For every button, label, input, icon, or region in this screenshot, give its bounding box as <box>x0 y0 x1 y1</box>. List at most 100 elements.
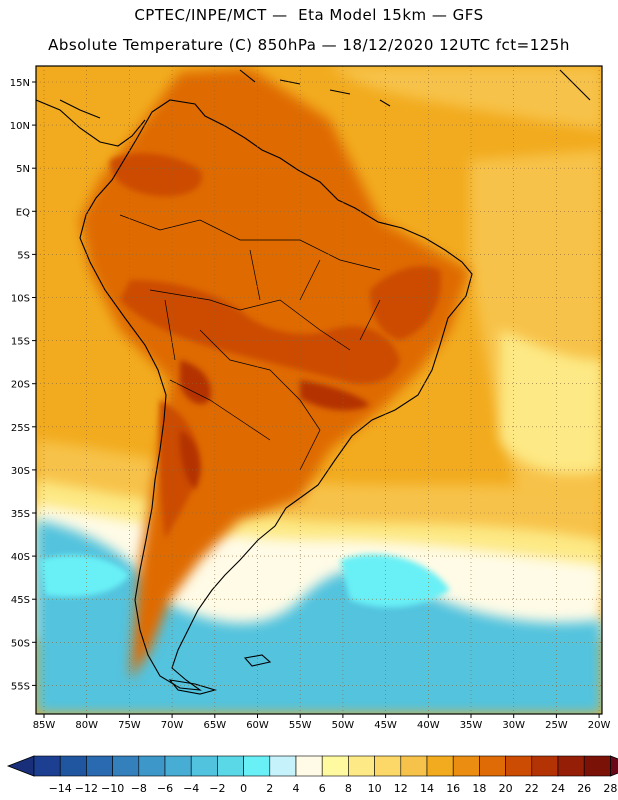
colorbar-label: 6 <box>319 782 326 795</box>
colorbar-low-arrow <box>6 755 35 777</box>
central-america-coastline <box>36 99 146 147</box>
cold-water-south <box>36 520 602 714</box>
lon-label: 65W <box>203 720 226 731</box>
lon-label: 50W <box>332 720 355 731</box>
longitude-labels: 85W 80W 75W 70W 65W 60W 55W 50W 45W 40W 35W 30W 25W 2… <box>33 714 611 731</box>
colorbar-label: 26 <box>577 782 591 795</box>
lon-label: 85W <box>33 720 56 731</box>
colorbar-swatch <box>321 755 349 777</box>
lon-label: 20W <box>588 720 611 731</box>
falkland-islands <box>243 654 272 667</box>
border-lines <box>119 214 381 471</box>
colorbar-label: −2 <box>209 782 225 795</box>
lon-label: 55W <box>289 720 312 731</box>
colorbar-swatch <box>190 755 218 777</box>
colorbar-label: −4 <box>183 782 199 795</box>
cyan-patch-west <box>40 555 130 597</box>
lat-label: 15S <box>11 337 30 348</box>
lat-label: EQ <box>16 207 30 218</box>
lon-label: 30W <box>502 720 525 731</box>
colorbar-label: 28 <box>603 782 617 795</box>
lon-label: 25W <box>545 720 568 731</box>
colorbar-swatch <box>59 755 87 777</box>
colorbar-swatch <box>531 755 559 777</box>
lat-label: 40S <box>11 552 30 563</box>
land-hot-field-north <box>110 153 202 197</box>
graticule <box>36 66 602 714</box>
colorbar-swatch <box>86 755 113 777</box>
colorbar-label: −8 <box>131 782 147 795</box>
colorbar-swatch <box>217 755 244 777</box>
colorbar-swatch <box>295 755 323 777</box>
lat-label: 10S <box>11 294 30 305</box>
land-hot-field <box>120 280 400 384</box>
colorbar-label: 2 <box>266 782 273 795</box>
lat-label: 55S <box>11 681 30 692</box>
lon-label: 75W <box>118 720 141 731</box>
colorbar-label: 10 <box>368 782 382 795</box>
colorbar-swatch <box>426 755 454 777</box>
colorbar-swatch <box>112 755 140 777</box>
colorbar-label: 12 <box>394 782 408 795</box>
colorbar-label: −12 <box>75 782 98 795</box>
colorbar-swatch <box>557 755 585 777</box>
lon-label: 70W <box>161 720 184 731</box>
colorbar-swatch <box>452 755 480 777</box>
latitude-labels: 15N 10N 5N EQ 5S 10S 15S 20S 25S 30S 35S 40S 45S 50S 5… <box>10 78 36 692</box>
colorbar-high-arrow <box>610 755 618 777</box>
colorbar-label: 24 <box>551 782 565 795</box>
lat-label: 10N <box>10 121 30 132</box>
colorbar: −14 −12 −10 −8 −6 −4 −2 0 2 4 6 8 10 12 14 16 18 20 22 24 26… <box>6 755 618 795</box>
colorbar-label: 8 <box>345 782 352 795</box>
south-america-coastline <box>79 99 473 691</box>
colorbar-swatch <box>479 755 506 777</box>
colorbar-swatch <box>269 755 297 777</box>
temperature-field <box>36 66 602 714</box>
caribbean-islands <box>239 69 591 107</box>
lat-label: 25S <box>11 423 30 434</box>
colorbar-swatch <box>33 755 61 777</box>
pale-band-north <box>330 66 602 130</box>
lat-label: 15N <box>10 78 30 89</box>
lon-label: 40W <box>417 720 440 731</box>
land-warm-field <box>80 68 470 680</box>
colorbar-swatch <box>164 755 192 777</box>
colorbar-label: −6 <box>157 782 173 795</box>
lon-label: 35W <box>460 720 483 731</box>
land-hot-field-northeast <box>370 266 441 340</box>
colorbar-swatch <box>505 755 533 777</box>
lon-label: 45W <box>374 720 397 731</box>
colorbar-swatch <box>400 755 428 777</box>
lat-label: 30S <box>11 466 30 477</box>
colorbar-swatch <box>243 755 271 777</box>
lat-label: 5S <box>17 250 30 261</box>
lat-label: 20S <box>11 380 30 391</box>
colorbar-swatch <box>374 755 402 777</box>
colorbar-label: 0 <box>240 782 247 795</box>
title-line-1: CPTEC/INPE/MCT — Eta Model 15km — GFS <box>134 6 484 24</box>
land-hot-field-andes <box>159 400 200 540</box>
map-frame <box>35 65 603 715</box>
colorbar-label: 18 <box>472 782 486 795</box>
pale-band-east <box>500 330 602 474</box>
title-line-2: Absolute Temperature (C) 850hPa — 18/12/… <box>48 36 570 54</box>
lon-label: 80W <box>75 720 98 731</box>
colorbar-label: 14 <box>420 782 434 795</box>
cyan-patch-east <box>340 554 450 608</box>
country-borders <box>119 214 381 471</box>
lat-label: 35S <box>11 509 30 520</box>
colorbar-label: 16 <box>446 782 460 795</box>
lon-label: 60W <box>246 720 269 731</box>
colorbar-swatch <box>138 755 166 777</box>
coastline <box>36 69 591 695</box>
colorbar-label: 4 <box>293 782 300 795</box>
colorbar-label: −10 <box>101 782 124 795</box>
tierra-del-fuego <box>168 679 218 695</box>
colorbar-swatch <box>583 755 611 777</box>
land-hottest-field <box>179 360 370 490</box>
lat-label: 50S <box>11 638 30 649</box>
colorbar-swatch <box>348 755 375 777</box>
colorbar-label: −14 <box>49 782 72 795</box>
